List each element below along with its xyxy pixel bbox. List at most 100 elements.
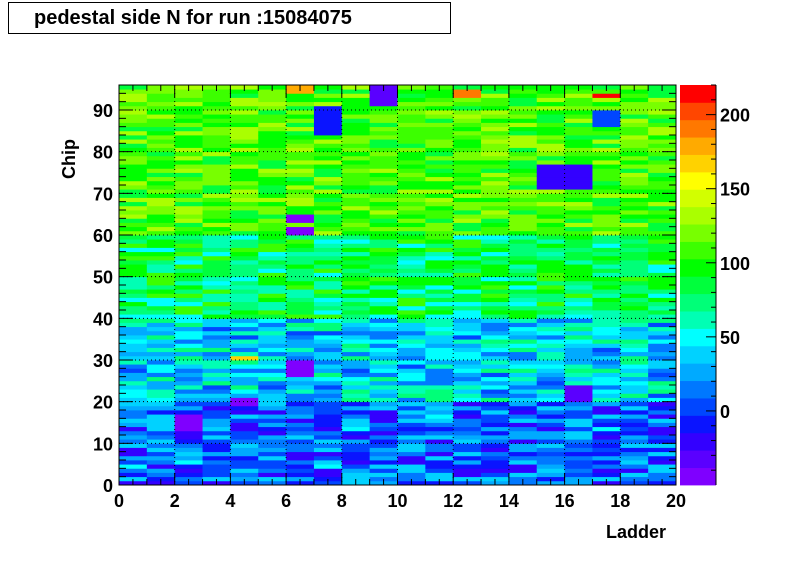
heatmap-cell bbox=[592, 318, 621, 323]
heatmap-cell bbox=[564, 430, 593, 436]
heatmap-cell bbox=[481, 376, 510, 382]
heatmap-cell bbox=[230, 151, 259, 157]
palette-swatch bbox=[680, 119, 716, 138]
heatmap-cell bbox=[202, 147, 231, 153]
heatmap-cell bbox=[258, 318, 287, 323]
heatmap-cell bbox=[230, 164, 259, 169]
heatmap-cell bbox=[369, 280, 398, 286]
heatmap-cell bbox=[313, 110, 343, 115]
heatmap-cell bbox=[313, 339, 343, 344]
heatmap-cell bbox=[564, 160, 593, 165]
heatmap-cell bbox=[258, 380, 287, 386]
heatmap-cell bbox=[369, 314, 398, 319]
palette-swatch bbox=[680, 345, 716, 364]
heatmap-cell bbox=[313, 397, 343, 403]
heatmap-cell bbox=[425, 368, 454, 373]
heatmap-cell bbox=[564, 418, 593, 423]
heatmap-cell bbox=[202, 305, 231, 311]
heatmap-cell bbox=[397, 222, 426, 228]
heatmap-cell bbox=[369, 360, 398, 365]
heatmap-cell bbox=[425, 276, 454, 282]
heatmap-cell bbox=[313, 414, 343, 419]
heatmap-cell bbox=[425, 143, 454, 148]
heatmap-cell bbox=[564, 289, 593, 294]
heatmap-cell bbox=[146, 401, 176, 407]
heatmap-cell bbox=[174, 97, 203, 103]
heatmap-cell bbox=[481, 447, 510, 453]
heatmap-cell bbox=[369, 297, 398, 303]
heatmap-cell bbox=[146, 239, 176, 244]
heatmap-cell bbox=[397, 297, 426, 303]
heatmap-cell bbox=[146, 139, 176, 144]
heatmap-cell bbox=[286, 385, 315, 390]
heatmap-cell bbox=[146, 280, 176, 286]
heatmap-cell bbox=[397, 435, 426, 440]
heatmap-cell bbox=[620, 289, 649, 294]
heatmap-cell bbox=[146, 276, 176, 282]
heatmap-cell bbox=[230, 401, 259, 407]
heatmap-cell bbox=[453, 368, 482, 373]
heatmap-cell bbox=[258, 397, 287, 403]
heatmap-cell bbox=[369, 443, 398, 448]
heatmap-cell bbox=[620, 189, 649, 194]
heatmap-cell bbox=[202, 376, 231, 382]
heatmap-cell bbox=[620, 247, 649, 253]
heatmap-cell bbox=[119, 151, 148, 157]
heatmap-cell bbox=[146, 89, 176, 94]
heatmap-cell bbox=[397, 355, 426, 361]
heatmap-cell bbox=[592, 322, 621, 328]
heatmap-cell bbox=[202, 301, 231, 307]
heatmap-cell bbox=[146, 451, 176, 457]
heatmap-cell bbox=[230, 114, 259, 119]
heatmap-cell bbox=[119, 243, 148, 248]
heatmap-cell bbox=[202, 197, 231, 203]
heatmap-cell bbox=[341, 180, 371, 186]
heatmap-cell bbox=[146, 322, 176, 328]
heatmap-cell bbox=[564, 376, 593, 382]
heatmap-cell bbox=[564, 360, 593, 365]
heatmap-cell bbox=[146, 130, 176, 136]
heatmap-cell bbox=[258, 155, 287, 161]
heatmap-cell bbox=[592, 272, 621, 278]
heatmap-cell bbox=[146, 443, 176, 448]
heatmap-cell bbox=[146, 326, 176, 332]
heatmap-cell bbox=[146, 155, 176, 161]
heatmap-cell bbox=[648, 185, 677, 190]
heatmap-cell bbox=[286, 180, 315, 186]
heatmap-cell bbox=[202, 405, 231, 411]
heatmap-cell bbox=[648, 114, 677, 119]
heatmap-cell bbox=[564, 147, 593, 153]
heatmap-cell bbox=[369, 130, 398, 136]
heatmap-cell bbox=[146, 172, 176, 178]
heatmap-cell bbox=[453, 314, 482, 319]
heatmap-cell bbox=[146, 305, 176, 311]
heatmap-cell bbox=[313, 264, 343, 269]
heatmap-cell bbox=[536, 235, 565, 240]
heatmap-cell bbox=[174, 360, 203, 365]
heatmap-cell bbox=[397, 243, 426, 248]
heatmap-cell bbox=[536, 155, 565, 161]
heatmap-cell bbox=[592, 335, 621, 340]
heatmap-cell bbox=[369, 118, 398, 123]
heatmap-cell bbox=[174, 355, 203, 361]
heatmap-cell bbox=[341, 314, 371, 319]
heatmap-cell bbox=[230, 276, 259, 282]
heatmap-cell bbox=[481, 114, 510, 119]
heatmap-cell bbox=[425, 426, 454, 432]
heatmap-cell bbox=[174, 172, 203, 178]
heatmap-cell bbox=[481, 255, 510, 261]
heatmap-cell bbox=[592, 393, 621, 398]
heatmap-cell bbox=[481, 168, 510, 173]
heatmap-cell bbox=[202, 397, 231, 403]
heatmap-cell bbox=[341, 426, 371, 432]
heatmap-cell bbox=[481, 451, 510, 457]
heatmap-cell bbox=[119, 301, 148, 307]
heatmap-cell bbox=[369, 310, 398, 315]
heatmap-cell bbox=[313, 135, 343, 140]
heatmap-cell bbox=[508, 189, 538, 194]
heatmap-cell bbox=[119, 185, 148, 190]
heatmap-cell bbox=[536, 180, 565, 186]
heatmap-cell bbox=[564, 118, 593, 123]
heatmap-cell bbox=[174, 239, 203, 244]
heatmap-cell bbox=[536, 218, 565, 223]
